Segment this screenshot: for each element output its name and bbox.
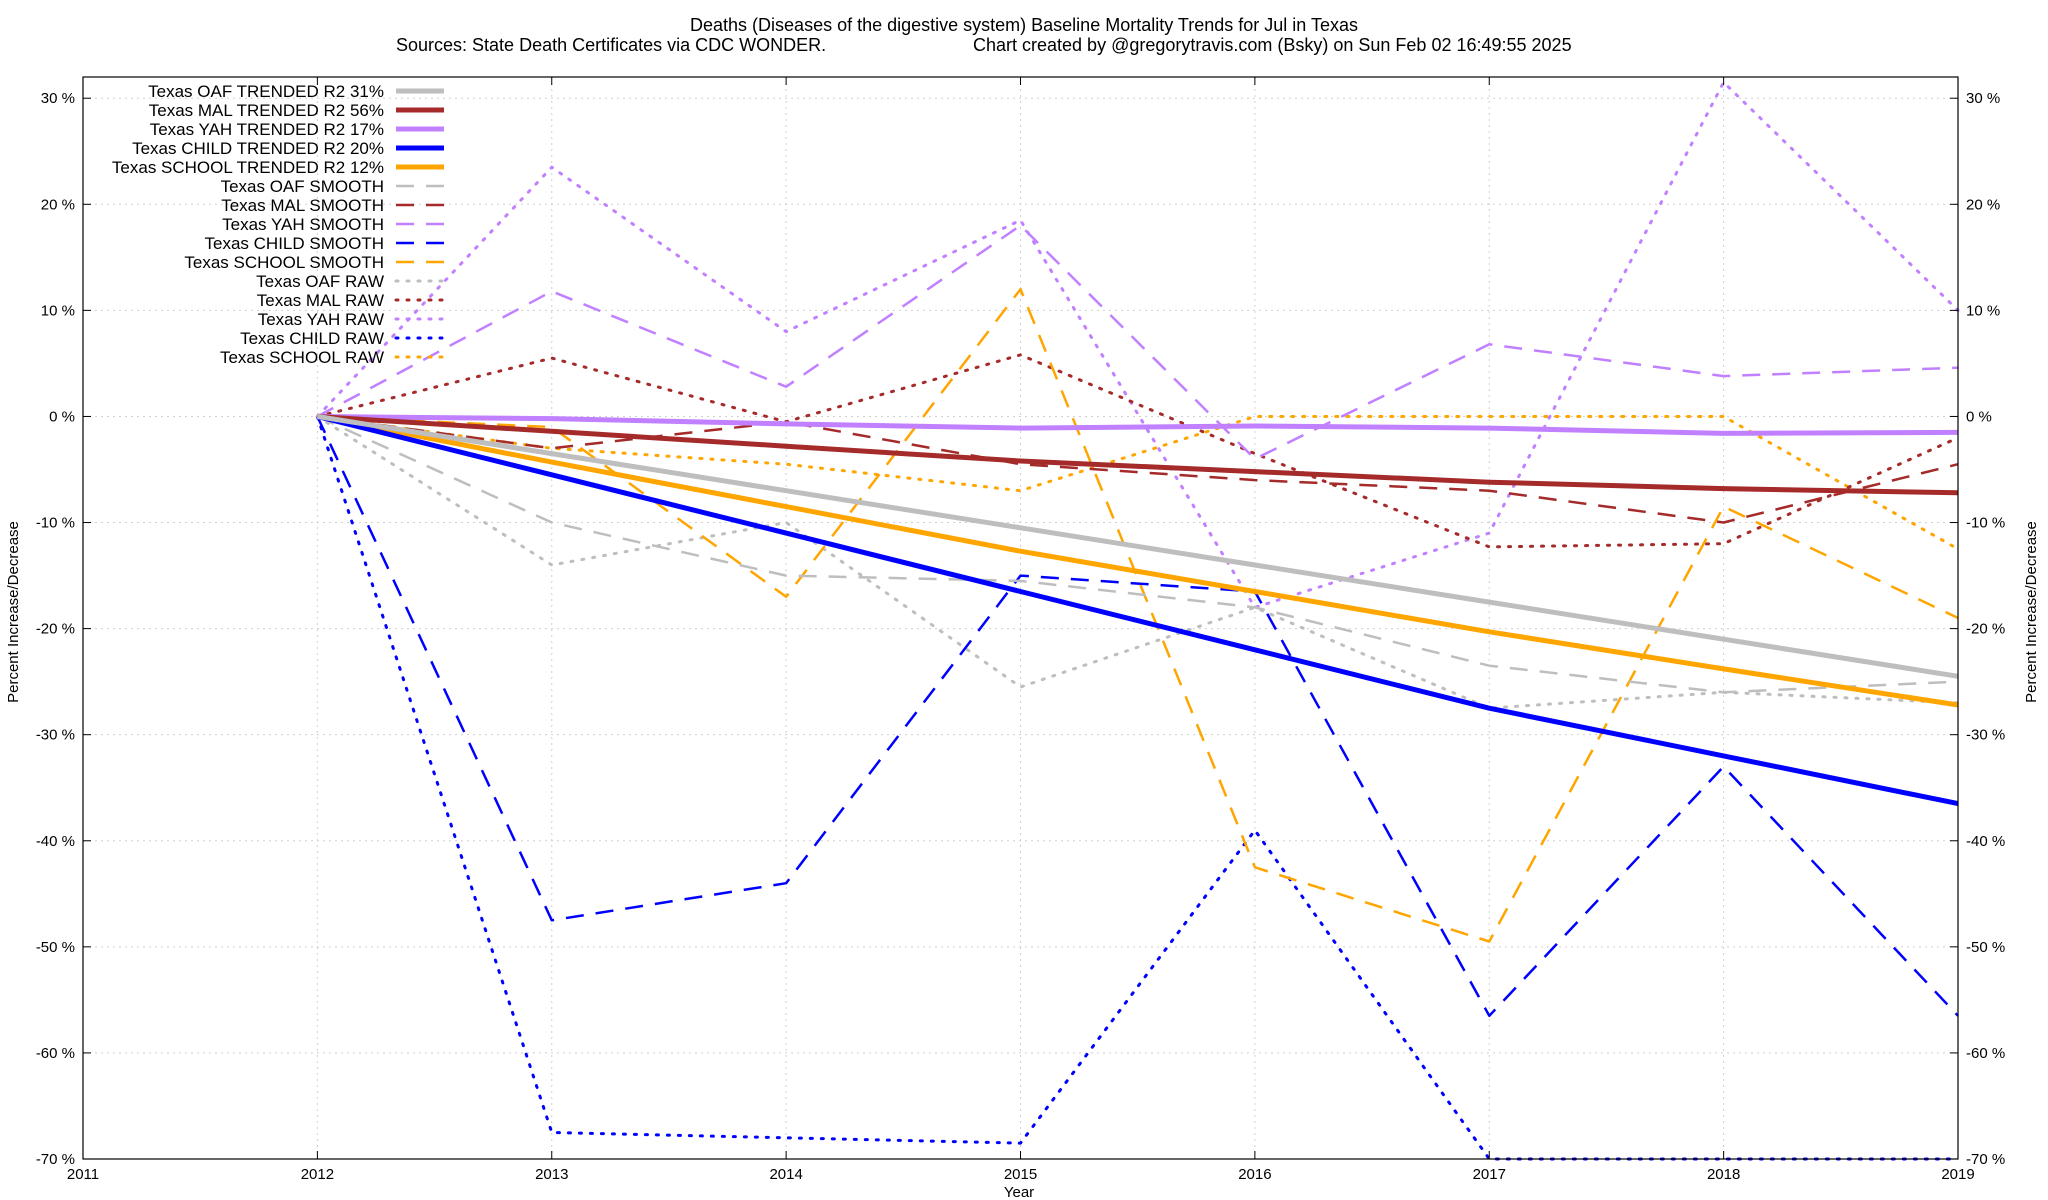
y-tick-label-right: -20 % xyxy=(1966,621,2005,638)
legend-label: Texas OAF SMOOTH xyxy=(221,177,384,196)
x-tick-label: 2014 xyxy=(769,1166,802,1183)
y-tick-label-left: 30 % xyxy=(41,90,75,107)
legend-label: Texas OAF TRENDED R2 31% xyxy=(148,82,384,101)
x-tick-label: 2018 xyxy=(1707,1166,1740,1183)
chart-subtitle-credit: Chart created by @gregorytravis.com (Bsk… xyxy=(973,35,1572,55)
series-line-texas-yah-smooth xyxy=(316,224,1959,461)
series-line-texas-child-trended-r2-20 xyxy=(316,414,1959,807)
series-line-texas-oaf-smooth xyxy=(316,415,1959,694)
y-tick-label-left: -40 % xyxy=(36,833,75,850)
series-line-texas-school-smooth xyxy=(317,287,1959,943)
series-line-texas-yah-trended-r2-17 xyxy=(317,414,1959,436)
x-tick-labels: 2011 2012 2013 2014 2015 2016 2017 2018 2019 xyxy=(67,1166,1975,1183)
y-tick-label-left: -50 % xyxy=(36,939,75,956)
y-tick-labels-left: 30 % 20 % 10 % 0 % -10 % -20 % -30 % -40 % -50 %… xyxy=(36,90,75,1168)
series-line-texas-oaf-trended-r2-31 xyxy=(317,414,1959,679)
tick-marks xyxy=(82,77,1959,1160)
plot-lines xyxy=(315,80,1960,1161)
y-tick-labels-right: 30 % 20 % 10 % 0 % -10 % -20 % -30 % -40 % -50 %… xyxy=(1966,90,2005,1168)
x-tick-label: 2013 xyxy=(535,1166,568,1183)
legend-label: Texas CHILD SMOOTH xyxy=(205,234,384,253)
legend-label: Texas SCHOOL SMOOTH xyxy=(184,253,384,272)
y-tick-label-left: 10 % xyxy=(41,302,75,319)
y-tick-label-left: -20 % xyxy=(36,621,75,638)
legend-label: Texas YAH RAW xyxy=(258,310,384,329)
x-axis-label: Year xyxy=(1004,1184,1034,1200)
y-tick-label-right: -10 % xyxy=(1966,515,2005,532)
y-tick-label-right: 30 % xyxy=(1966,90,2000,107)
series-line-texas-school-raw xyxy=(315,415,1960,551)
legend-label: Texas MAL RAW xyxy=(257,291,384,310)
series-line-texas-mal-trended-r2-56 xyxy=(317,414,1959,496)
y-tick-label-right: 0 % xyxy=(1966,408,1992,425)
series-line-texas-oaf-raw xyxy=(315,415,1960,710)
y-axis-label-left: Percent Increase/Decrease xyxy=(5,521,22,703)
chart-title: Deaths (Diseases of the digestive system… xyxy=(690,15,1358,35)
y-tick-label-right: -70 % xyxy=(1966,1151,2005,1168)
legend-label: Texas SCHOOL RAW xyxy=(220,348,384,367)
legend-label: Texas OAF RAW xyxy=(256,272,384,291)
legend-label: Texas CHILD RAW xyxy=(240,329,384,348)
legend-label: Texas MAL TRENDED R2 56% xyxy=(149,101,384,120)
chart-subtitle-source: Sources: State Death Certificates via CD… xyxy=(396,35,826,55)
y-tick-label-left: -10 % xyxy=(36,515,75,532)
legend-label: Texas YAH TRENDED R2 17% xyxy=(150,120,384,139)
series-line-texas-mal-smooth xyxy=(317,415,1959,524)
x-tick-label: 2011 xyxy=(67,1166,99,1183)
y-tick-label-right: 20 % xyxy=(1966,196,2000,213)
y-tick-label-right: -60 % xyxy=(1966,1045,2005,1062)
x-tick-label: 2015 xyxy=(1004,1166,1037,1183)
y-tick-label-left: 20 % xyxy=(41,196,75,213)
y-tick-label-right: -30 % xyxy=(1966,727,2005,744)
x-tick-label: 2016 xyxy=(1238,1166,1271,1183)
legend-label: Texas MAL SMOOTH xyxy=(221,196,384,215)
series-line-texas-yah-raw xyxy=(315,80,1960,609)
legend-label: Texas CHILD TRENDED R2 20% xyxy=(132,139,384,158)
y-tick-label-left: -30 % xyxy=(36,727,75,744)
y-tick-label-right: 10 % xyxy=(1966,302,2000,319)
y-tick-label-left: 0 % xyxy=(49,408,75,425)
legend-label: Texas SCHOOL TRENDED R2 12% xyxy=(112,158,384,177)
series-line-texas-child-smooth xyxy=(316,415,1959,1018)
x-tick-label: 2012 xyxy=(301,1166,334,1183)
y-axis-label-right: Percent Increase/Decrease xyxy=(2023,521,2040,703)
y-tick-label-left: -60 % xyxy=(36,1045,75,1062)
series-line-texas-school-trended-r2-12 xyxy=(316,414,1959,708)
x-tick-label: 2017 xyxy=(1473,1166,1506,1183)
y-tick-label-left: -70 % xyxy=(36,1151,75,1168)
x-tick-label: 2019 xyxy=(1941,1166,1974,1183)
legend-label: Texas YAH SMOOTH xyxy=(222,215,384,234)
y-tick-label-right: -50 % xyxy=(1966,939,2005,956)
legend: Texas OAF TRENDED R2 31%Texas MAL TRENDE… xyxy=(112,82,446,367)
series-line-texas-mal-raw xyxy=(315,353,1960,549)
y-tick-label-right: -40 % xyxy=(1966,833,2005,850)
